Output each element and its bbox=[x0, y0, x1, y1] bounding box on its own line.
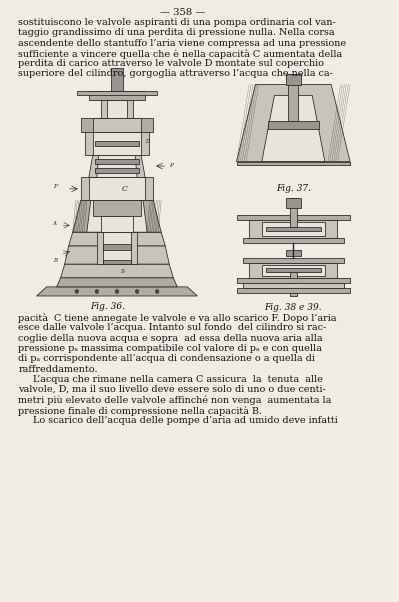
Text: valvole, D, ma il suo livello deve essere solo di uno o due centi-: valvole, D, ma il suo livello deve esser… bbox=[18, 385, 326, 394]
Polygon shape bbox=[89, 178, 145, 200]
Text: sostituiscono le valvole aspiranti di una pompa ordinaria col van-: sostituiscono le valvole aspiranti di un… bbox=[18, 18, 336, 27]
Polygon shape bbox=[290, 272, 297, 296]
Text: pressione finale di compressione nella capacità B.: pressione finale di compressione nella c… bbox=[18, 406, 262, 415]
Text: F: F bbox=[53, 184, 57, 188]
Polygon shape bbox=[286, 198, 301, 208]
Polygon shape bbox=[103, 244, 131, 250]
Text: — 358 —: — 358 — bbox=[160, 8, 205, 17]
Polygon shape bbox=[97, 155, 137, 178]
Text: raffreddamento.: raffreddamento. bbox=[18, 364, 98, 373]
Polygon shape bbox=[77, 91, 157, 95]
Polygon shape bbox=[268, 121, 318, 128]
Polygon shape bbox=[95, 141, 139, 146]
Polygon shape bbox=[237, 278, 350, 283]
Polygon shape bbox=[87, 200, 147, 232]
Text: P: P bbox=[169, 163, 173, 168]
Text: taggio grandissimo di una perdita di pressione nulla. Nella corsa: taggio grandissimo di una perdita di pre… bbox=[18, 28, 335, 37]
Polygon shape bbox=[95, 169, 139, 173]
Text: S: S bbox=[121, 269, 125, 274]
Polygon shape bbox=[262, 222, 325, 236]
Polygon shape bbox=[65, 246, 169, 264]
Text: esce dalle valvole l’acqua. Intanto sul fondo  del cilindro si rac-: esce dalle valvole l’acqua. Intanto sul … bbox=[18, 323, 326, 332]
Polygon shape bbox=[73, 200, 161, 232]
Text: A: A bbox=[53, 222, 57, 226]
Polygon shape bbox=[266, 268, 321, 272]
Polygon shape bbox=[266, 227, 321, 231]
Polygon shape bbox=[290, 198, 297, 227]
Polygon shape bbox=[286, 250, 301, 256]
Circle shape bbox=[155, 290, 159, 293]
Polygon shape bbox=[111, 68, 123, 91]
Text: Lo scarico dell’acqua delle pompe d’aria ad umido deve infatti: Lo scarico dell’acqua delle pompe d’aria… bbox=[18, 416, 338, 425]
Polygon shape bbox=[93, 118, 141, 132]
Text: pressione pₐ massima compatibile col valore di pₐ e con quella: pressione pₐ massima compatibile col val… bbox=[18, 344, 322, 353]
Text: di pₐ corrispondente all’acqua di condensazione o a quella di: di pₐ corrispondente all’acqua di conden… bbox=[18, 354, 315, 363]
Text: coglie della nuova acqua e sopra  ad essa della nuova aria alla: coglie della nuova acqua e sopra ad essa… bbox=[18, 334, 323, 343]
Text: L’acqua che rimane nella camera C assicura  la  tenuta  alle: L’acqua che rimane nella camera C assicu… bbox=[18, 375, 323, 384]
Polygon shape bbox=[237, 161, 350, 165]
Circle shape bbox=[75, 290, 79, 293]
Polygon shape bbox=[262, 265, 325, 276]
Text: Fig. 36.: Fig. 36. bbox=[90, 302, 125, 311]
Polygon shape bbox=[103, 259, 131, 264]
Polygon shape bbox=[288, 73, 298, 121]
Polygon shape bbox=[89, 155, 145, 178]
Text: perdita di carico attraverso le valvole D montate sul coperchio: perdita di carico attraverso le valvole … bbox=[18, 59, 324, 68]
Text: C: C bbox=[122, 185, 128, 193]
Polygon shape bbox=[37, 287, 198, 296]
Text: sufficiente a vincere quella che è nella capacità C aumentata della: sufficiente a vincere quella che è nella… bbox=[18, 49, 342, 59]
Polygon shape bbox=[101, 216, 133, 232]
Text: Fig. 38 e 39.: Fig. 38 e 39. bbox=[265, 303, 322, 312]
Polygon shape bbox=[101, 100, 133, 118]
Polygon shape bbox=[57, 278, 177, 287]
Text: metri più elevato delle valvole affinché non venga  aumentata la: metri più elevato delle valvole affinché… bbox=[18, 396, 332, 405]
Text: ascendente dello stantuffo l’aria viene compressa ad una pressione: ascendente dello stantuffo l’aria viene … bbox=[18, 39, 346, 48]
Polygon shape bbox=[243, 238, 344, 243]
Polygon shape bbox=[61, 264, 173, 278]
Polygon shape bbox=[81, 118, 153, 132]
Polygon shape bbox=[97, 232, 137, 264]
Polygon shape bbox=[249, 220, 338, 238]
Polygon shape bbox=[85, 132, 149, 155]
Polygon shape bbox=[93, 132, 141, 155]
Polygon shape bbox=[95, 159, 139, 164]
Polygon shape bbox=[107, 100, 127, 118]
Polygon shape bbox=[237, 215, 350, 220]
Polygon shape bbox=[249, 263, 338, 278]
Polygon shape bbox=[93, 200, 141, 216]
Polygon shape bbox=[243, 258, 344, 263]
Polygon shape bbox=[286, 73, 301, 84]
Text: superiore del cilindro, gorgoglia attraverso l’acqua che nella ca-: superiore del cilindro, gorgoglia attrav… bbox=[18, 69, 333, 78]
Polygon shape bbox=[103, 232, 131, 264]
Circle shape bbox=[115, 290, 119, 293]
Text: B: B bbox=[53, 258, 57, 263]
Circle shape bbox=[95, 290, 99, 293]
Polygon shape bbox=[81, 178, 153, 200]
Polygon shape bbox=[89, 91, 145, 100]
Text: Fig. 37.: Fig. 37. bbox=[276, 184, 311, 193]
Polygon shape bbox=[237, 288, 350, 293]
Polygon shape bbox=[243, 283, 344, 288]
Polygon shape bbox=[262, 96, 325, 161]
Polygon shape bbox=[237, 84, 350, 161]
Circle shape bbox=[135, 290, 139, 293]
Text: D: D bbox=[145, 139, 150, 144]
Text: pacità  C tiene annegate le valvole e va allo scarico F. Dopo l’aria: pacità C tiene annegate le valvole e va … bbox=[18, 313, 337, 323]
Polygon shape bbox=[69, 232, 165, 246]
